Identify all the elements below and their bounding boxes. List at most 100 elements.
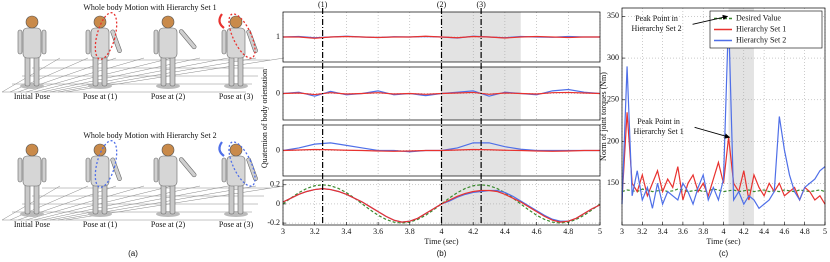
robot: [17, 143, 47, 217]
row-title: Whole body Motion with Hierarchy Set 2: [83, 131, 216, 140]
robot-shadow: [20, 83, 44, 89]
annotation-text: Hierarchy Set 1: [634, 127, 684, 136]
legend-label: Hierarchy Set 2: [736, 35, 786, 44]
pose-caption: Initial Pose: [14, 92, 51, 101]
x-tick-label: 3.6: [678, 227, 688, 236]
robot: [153, 15, 197, 89]
robot-shadow: [156, 83, 180, 89]
robot-torso: [90, 155, 110, 187]
robot-head: [93, 143, 107, 157]
panel-label: (b): [437, 249, 447, 258]
robot-shadow: [224, 83, 248, 89]
highlight: [94, 12, 118, 60]
robot-leg: [169, 55, 176, 87]
x-tick-label: 3.8: [698, 227, 708, 236]
robot-arm: [85, 29, 91, 55]
robot-leg: [24, 55, 31, 87]
robot-shadow: [224, 211, 248, 217]
robot-head: [161, 143, 175, 157]
series-line: [282, 184, 601, 224]
event-label: (1): [318, 0, 328, 9]
event-label: (3): [476, 0, 486, 9]
robot-torso: [226, 155, 246, 187]
robot-shadow: [156, 211, 180, 217]
robot-head: [161, 15, 175, 29]
row-title: Whole body Motion with Hierarchy Set 1: [83, 3, 216, 12]
x-tick-label: 4.2: [468, 227, 478, 236]
x-tick-label: 4.4: [500, 227, 510, 236]
x-tick-label: 5: [598, 227, 602, 236]
pose-caption: Pose at (1): [83, 220, 118, 229]
x-tick-label: 4.6: [779, 227, 789, 236]
highlight: [228, 141, 256, 187]
robot-leg: [92, 55, 99, 87]
pose-caption: Pose at (3): [219, 220, 254, 229]
robot: [153, 143, 197, 217]
annotation-arrow: [694, 126, 731, 139]
y-tick-label: 350: [607, 11, 619, 20]
event-label: (2): [437, 0, 447, 9]
robot-torso: [158, 155, 178, 187]
panel-label: (c): [719, 249, 729, 258]
robot-arm: [153, 29, 159, 55]
annotation-text: Peak Point in: [635, 14, 678, 23]
robot-torso: [90, 27, 110, 59]
x-tick-label: 3.2: [637, 227, 647, 236]
robot-leg: [101, 55, 108, 87]
robot-arm: [110, 29, 122, 53]
pose-caption: Pose at (2): [151, 220, 186, 229]
robot-arm: [178, 29, 197, 50]
robot-torso: [22, 27, 42, 59]
legend-label: Hierarchy Set 1: [736, 24, 786, 33]
robot-leg: [92, 183, 99, 215]
x-tick-label: 4.6: [532, 227, 542, 236]
y-tick-label: 0: [276, 199, 280, 208]
y-tick-label: 1: [276, 32, 280, 41]
robot-head: [25, 15, 39, 29]
robot-arm: [17, 157, 23, 183]
robot-leg: [33, 55, 40, 87]
floor-line: [1, 185, 61, 221]
x-tick-label: 3: [620, 227, 624, 236]
series-line: [621, 112, 826, 205]
x-tick-label: 4: [722, 227, 726, 236]
x-tick-label: 4: [440, 227, 444, 236]
robot-arm: [246, 29, 258, 53]
x-tick-label: 4.8: [800, 227, 810, 236]
y-axis-label: Norm of joint torques (Nm): [599, 72, 608, 161]
robot-arm: [153, 157, 159, 183]
robot-head: [25, 143, 39, 157]
robot: [221, 15, 258, 89]
x-tick-label: 4.2: [739, 227, 749, 236]
x-axis-label: Time (sec): [424, 237, 458, 246]
y-tick-label: 300: [607, 53, 619, 62]
annotation-text: Hierarchy Set 2: [631, 24, 681, 33]
y-tick-label: 200: [607, 136, 619, 145]
robot-arm: [85, 157, 91, 183]
pose-caption: Initial Pose: [14, 220, 51, 229]
x-tick-label: 3.6: [373, 227, 383, 236]
pose-caption: Pose at (3): [219, 92, 254, 101]
x-tick-label: 4.4: [759, 227, 769, 236]
x-tick-label: 5: [823, 227, 827, 236]
robot-leg: [160, 183, 167, 215]
y-tick-label: 150: [607, 178, 619, 187]
robot-arm: [221, 29, 227, 55]
floor-line: [25, 57, 145, 93]
robot-torso: [226, 27, 246, 59]
y-tick-label: 0: [276, 145, 280, 154]
robot-arm: [178, 157, 197, 178]
robot-shadow: [88, 83, 112, 89]
robot-arm: [110, 157, 122, 181]
robot-head: [229, 143, 243, 157]
robot: [17, 15, 47, 89]
floor-line: [49, 57, 229, 93]
series-line: [282, 148, 600, 152]
highlight: [94, 140, 118, 188]
pose-caption: Pose at (1): [83, 92, 118, 101]
motion-arrow: [218, 13, 225, 29]
robot-leg: [228, 55, 235, 87]
x-tick-label: 3.2: [310, 227, 320, 236]
y-axis-label: Quaternion of body orientation: [260, 69, 269, 168]
